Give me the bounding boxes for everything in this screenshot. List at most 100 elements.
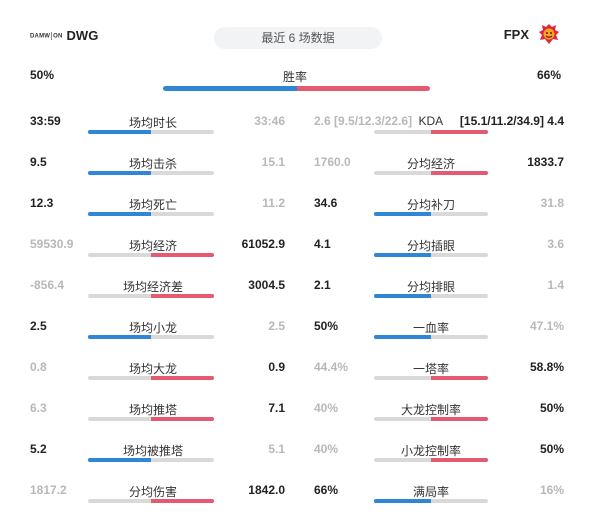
comparison-bar-red xyxy=(151,499,214,503)
fpx-value: 7.1 xyxy=(268,401,285,415)
comparison-bar xyxy=(88,335,214,339)
left-stat-cell[interactable]: 6.3 场均推塔 7.1 xyxy=(30,395,285,435)
dwg-value: 59530.9 xyxy=(30,237,74,251)
comparison-bar-blue xyxy=(374,253,431,257)
right-stat-cell[interactable]: 44.4% 一塔率 58.8% xyxy=(314,354,564,394)
right-stat-cell[interactable]: 34.6 分均补刀 31.8 xyxy=(314,190,564,230)
team-right[interactable]: FPX xyxy=(504,22,561,46)
comparison-bar-blue xyxy=(374,212,431,216)
winrate-label: 胜率 xyxy=(283,70,308,84)
dwg-value: 5.2 xyxy=(30,442,47,456)
fpx-value: 11.2 xyxy=(262,196,285,210)
fpx-value: 1842.0 xyxy=(248,483,285,497)
comparison-bar-red xyxy=(151,376,214,380)
comparison-bar xyxy=(88,130,214,134)
comparison-bar xyxy=(374,417,488,421)
comparison-bar-red xyxy=(151,294,214,298)
fpx-value: 1.4 xyxy=(547,278,564,292)
winrate-bar-red xyxy=(296,86,430,91)
dwg-value: 4.1 xyxy=(314,237,331,251)
left-stat-cell[interactable]: 33:59 场均时长 33:46 xyxy=(30,108,285,148)
stat-label: 场均经济差 xyxy=(123,280,184,294)
stat-label: 小龙控制率 xyxy=(401,444,462,458)
left-stat-cell[interactable]: 9.5 场均击杀 15.1 xyxy=(30,149,285,189)
stat-row: 1817.2 分均伤害 1842.0 66% 满局率 16% xyxy=(0,477,591,517)
fpx-value: 0.9 xyxy=(268,360,285,374)
winrate-bar xyxy=(163,86,430,91)
stat-label: 满局率 xyxy=(413,485,450,499)
dwg-value: 2.6 [9.5/12.3/22.6] xyxy=(314,114,413,128)
stat-row: 9.5 场均击杀 15.1 1760.0 分均经济 1833.7 xyxy=(0,149,591,189)
dwg-value: 40% xyxy=(314,401,339,415)
dwg-value: 33:59 xyxy=(30,114,61,128)
stat-label: KDA xyxy=(418,114,444,128)
comparison-bar xyxy=(374,458,488,462)
stat-label: 分均补刀 xyxy=(407,198,456,212)
stat-row: 12.3 场均死亡 11.2 34.6 分均补刀 31.8 xyxy=(0,190,591,230)
left-stat-cell[interactable]: 5.2 场均被推塔 5.1 xyxy=(30,436,285,476)
stat-label: 场均被推塔 xyxy=(123,444,184,458)
header: DAMW ON DWG 最近 6 场数据 FPX xyxy=(0,0,591,60)
comparison-bar-red xyxy=(431,376,488,380)
fpx-value: 31.8 xyxy=(540,196,564,210)
right-stat-cell[interactable]: 2.1 分均排眼 1.4 xyxy=(314,272,564,312)
stat-label: 场均时长 xyxy=(129,116,178,130)
stat-label: 一塔率 xyxy=(413,362,450,376)
comparison-bar-blue xyxy=(374,294,431,298)
left-stat-cell[interactable]: -856.4 场均经济差 3004.5 xyxy=(30,272,285,312)
comparison-bar xyxy=(88,458,214,462)
right-stat-cell[interactable]: 1760.0 分均经济 1833.7 xyxy=(314,149,564,189)
comparison-bar xyxy=(374,335,488,339)
stat-label: 分均伤害 xyxy=(129,485,178,499)
comparison-bar-red xyxy=(431,171,488,175)
dwg-value: 9.5 xyxy=(30,155,47,169)
comparison-bar-red xyxy=(431,458,488,462)
fpx-value: [15.1/11.2/34.9] 4.4 xyxy=(459,114,564,128)
right-stat-cell[interactable]: 2.6 [9.5/12.3/22.6] KDA [15.1/11.2/34.9] 4… xyxy=(314,108,564,148)
stat-row: 33:59 场均时长 33:46 2.6 [9.5/12.3/22.6] KDA [15.… xyxy=(0,108,591,148)
comparison-bar xyxy=(374,294,488,298)
dwg-value: 34.6 xyxy=(314,196,338,210)
team-left-name: DWG xyxy=(66,28,99,43)
stat-row: -856.4 场均经济差 3004.5 2.1 分均排眼 1.4 xyxy=(0,272,591,312)
comparison-bar xyxy=(374,171,488,175)
team-left[interactable]: DAMW ON DWG xyxy=(30,28,98,43)
fpx-value: 50% xyxy=(539,401,564,415)
dwg-value: 44.4% xyxy=(314,360,349,374)
right-stat-cell[interactable]: 40% 大龙控制率 50% xyxy=(314,395,564,435)
comparison-bar xyxy=(374,499,488,503)
fpx-value: 61052.9 xyxy=(241,237,285,251)
fpx-value: 1833.7 xyxy=(527,155,564,169)
left-stat-cell[interactable]: 2.5 场均小龙 2.5 xyxy=(30,313,285,353)
fpx-value: 15.1 xyxy=(261,155,285,169)
fpx-value: 58.8% xyxy=(529,360,564,374)
comparison-bar-red xyxy=(431,130,488,134)
left-stat-cell[interactable]: 0.8 场均大龙 0.9 xyxy=(30,354,285,394)
fpx-value: 5.1 xyxy=(268,442,285,456)
comparison-bar xyxy=(88,212,214,216)
right-stat-cell[interactable]: 40% 小龙控制率 50% xyxy=(314,436,564,476)
left-stat-cell[interactable]: 1817.2 分均伤害 1842.0 xyxy=(30,477,285,517)
right-stat-cell[interactable]: 50% 一血率 47.1% xyxy=(314,313,564,353)
right-stat-cell[interactable]: 66% 满局率 16% xyxy=(314,477,564,517)
dwg-value: 12.3 xyxy=(30,196,54,210)
comparison-bar-blue xyxy=(88,458,151,462)
stat-label: 场均死亡 xyxy=(129,198,178,212)
comparison-bar xyxy=(374,130,488,134)
left-stat-cell[interactable]: 59530.9 场均经济 61052.9 xyxy=(30,231,285,271)
comparison-bar xyxy=(374,253,488,257)
comparison-bar-red xyxy=(151,417,214,421)
dwg-value: 40% xyxy=(314,442,339,456)
comparison-bar-red xyxy=(151,253,214,257)
comparison-bar xyxy=(88,253,214,257)
winrate-row: 50% 胜率 66% xyxy=(0,66,591,96)
stat-label: 分均排眼 xyxy=(407,280,456,294)
comparison-bar xyxy=(88,499,214,503)
comparison-bar-blue xyxy=(88,335,151,339)
stat-label: 场均小龙 xyxy=(129,321,178,335)
stat-label: 大龙控制率 xyxy=(401,403,462,417)
right-stat-cell[interactable]: 4.1 分均插眼 3.6 xyxy=(314,231,564,271)
left-stat-cell[interactable]: 12.3 场均死亡 11.2 xyxy=(30,190,285,230)
dwg-logo: DAMW ON xyxy=(30,31,63,40)
dwg-value: 0.8 xyxy=(30,360,47,374)
